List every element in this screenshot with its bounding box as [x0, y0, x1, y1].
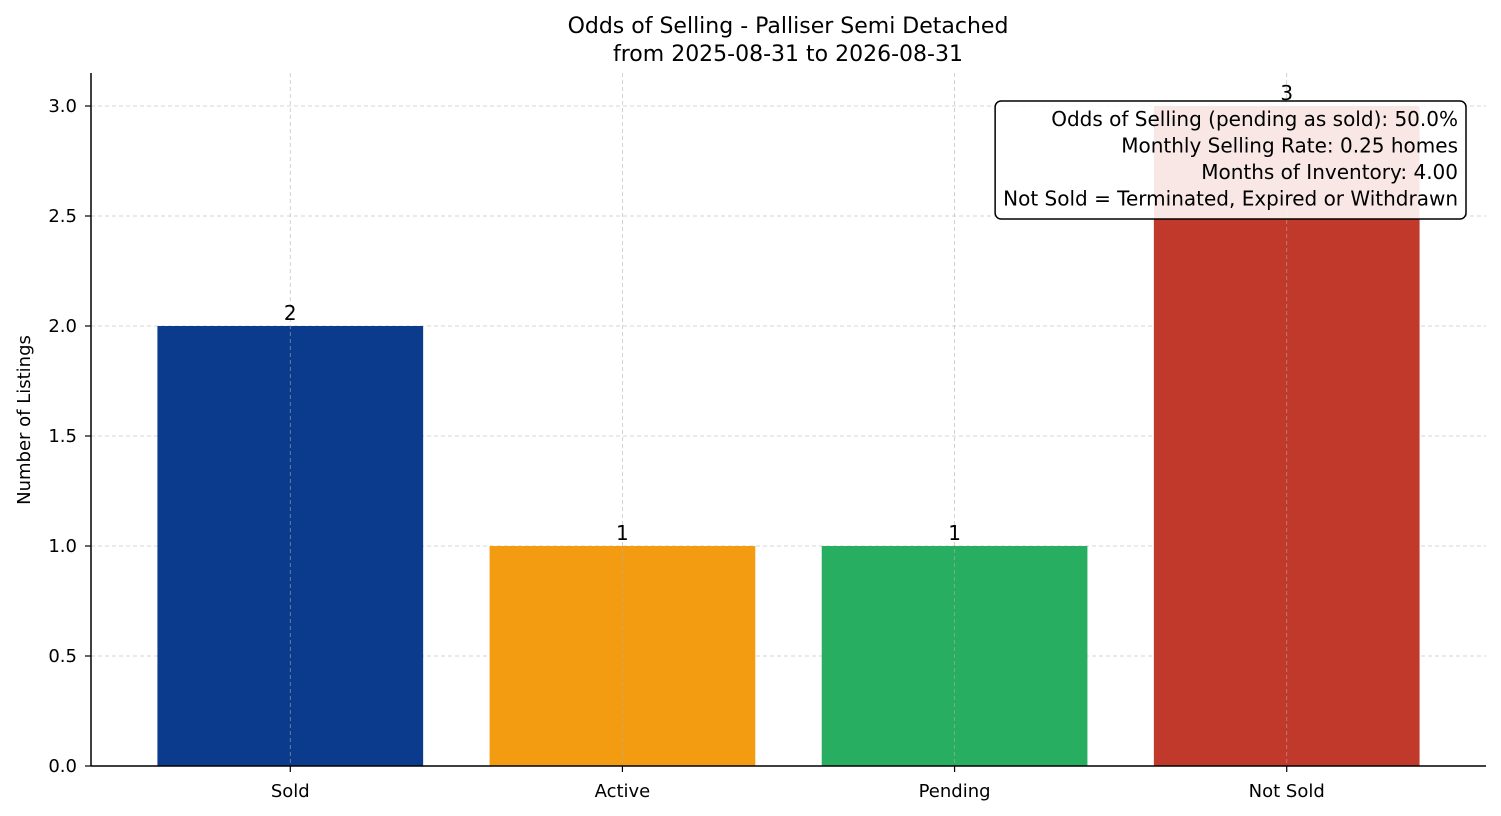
chart-title: Odds of Selling - Palliser Semi Detached	[568, 14, 1009, 39]
x-tick-label: Pending	[919, 781, 991, 802]
chart-subtitle: from 2025-08-31 to 2026-08-31	[613, 42, 963, 67]
y-tick-label: 1.5	[48, 426, 77, 447]
y-tick-label: 0.5	[48, 646, 77, 667]
annotation-line: Months of Inventory: 4.00	[1201, 160, 1458, 184]
y-tick-label: 2.0	[48, 316, 77, 337]
y-axis-label: Number of Listings	[14, 335, 35, 505]
value-label-layer: 2 1 1 3	[284, 81, 1293, 545]
x-tick-label: Not Sold	[1249, 781, 1325, 802]
y-tick-label: 1.0	[48, 536, 77, 557]
axis-layer: 0.0 0.5 1.0 1.5 2.0 2.5 3.0 Sold Active Pending No…	[48, 73, 1486, 802]
y-tick-label: 0.0	[48, 756, 77, 777]
annotation-line: Not Sold = Terminated, Expired or Withdr…	[1003, 187, 1458, 211]
bar-value-label: 3	[1280, 81, 1293, 105]
y-tick-label: 2.5	[48, 206, 77, 227]
y-tick-label: 3.0	[48, 96, 77, 117]
x-tick-label: Active	[595, 781, 651, 802]
annotation-line: Monthly Selling Rate: 0.25 homes	[1121, 134, 1458, 158]
bar-value-label: 1	[616, 521, 629, 545]
annotation-box: Odds of Selling (pending as sold): 50.0%…	[994, 100, 1467, 220]
annotation-box-frame	[994, 100, 1467, 220]
bar-value-label: 1	[948, 521, 961, 545]
bar-value-label: 2	[284, 301, 297, 325]
x-tick-label: Sold	[271, 781, 310, 802]
annotation-line: Odds of Selling (pending as sold): 50.0%	[1051, 107, 1458, 131]
